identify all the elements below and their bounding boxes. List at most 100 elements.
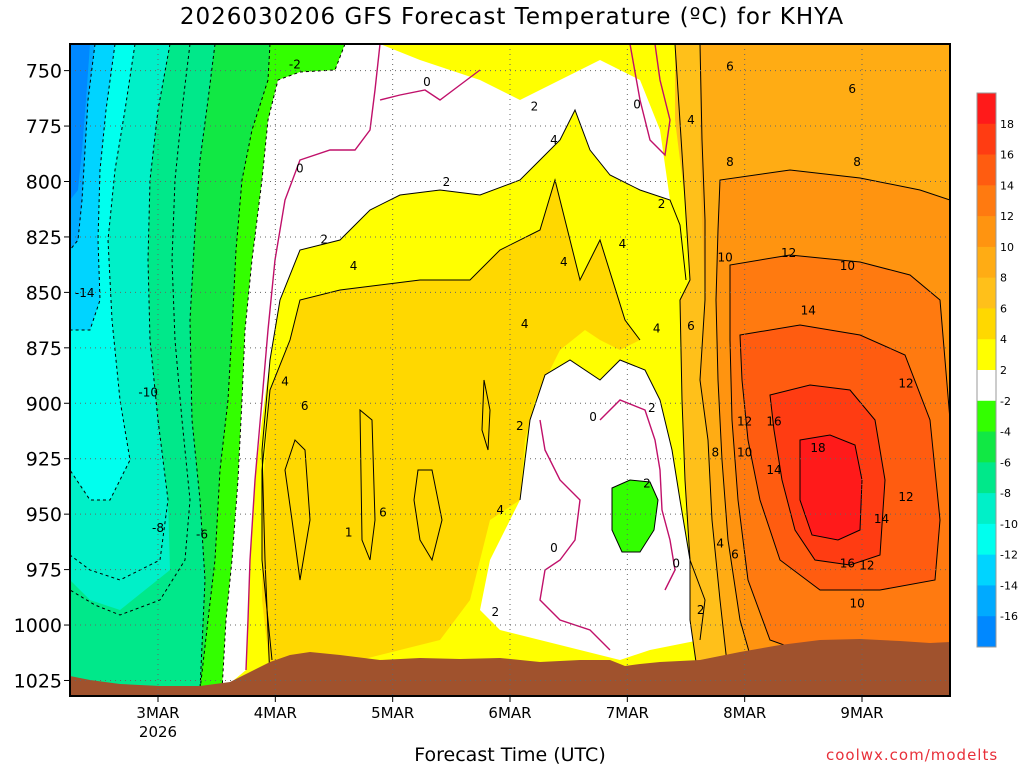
colorbar-label: 18	[1000, 118, 1014, 131]
contour-neg-10	[70, 44, 171, 581]
contour-label: 4	[687, 113, 695, 127]
contour-label: 10	[717, 250, 732, 264]
colorbar-label: -10	[1000, 518, 1018, 531]
contour-label: 6	[687, 319, 695, 333]
x-tick-label: 9MAR	[840, 704, 883, 722]
x-axis-label: Forecast Time (UTC)	[414, 744, 606, 766]
contour-label: 2	[643, 477, 651, 491]
contour-label: 16	[840, 556, 855, 570]
colorbar-label: -14	[1000, 579, 1018, 592]
colorbar-label: 12	[1000, 210, 1014, 223]
contour-label: 4	[496, 503, 504, 517]
colorbar-label: -2	[1000, 395, 1011, 408]
colorbar-label: -16	[1000, 610, 1018, 623]
y-tick-label: 925	[26, 449, 62, 471]
x-tick-label: 5MAR	[371, 704, 414, 722]
field-white-lower	[480, 360, 705, 660]
contour-label: 0	[589, 410, 597, 424]
contour-zero-pocket	[599, 399, 676, 591]
contour-label: 2	[658, 197, 666, 211]
contour-label: 2	[443, 175, 451, 189]
colorbar-swatch	[977, 523, 996, 556]
y-tick-label: 1025	[14, 670, 62, 692]
colorbar-swatch	[977, 246, 996, 279]
contour-label: 6	[301, 399, 309, 413]
y-tick-label: 750	[26, 61, 62, 83]
y-tick-label: 875	[26, 338, 62, 360]
contour-label: 2	[697, 603, 705, 617]
terrain	[70, 639, 950, 696]
contour-zero-lower	[539, 419, 611, 651]
contour-pos-6-mid2	[413, 469, 443, 562]
x-tick-sublabel: 2026	[139, 723, 177, 741]
contour-label: 4	[716, 536, 724, 550]
contour-label: 6	[726, 60, 734, 74]
colorbar-swatch	[977, 93, 996, 125]
contour-label: 10	[849, 596, 864, 610]
colorbar-label: 16	[1000, 149, 1014, 162]
contour-label: 2	[492, 605, 500, 619]
contour-neg-6	[189, 44, 216, 691]
contour-pos-6-mid	[359, 408, 376, 561]
contour-label: 2	[648, 401, 656, 415]
colorbar-swatch	[977, 462, 996, 494]
field-green-pocket	[612, 480, 658, 552]
contour-label: 14	[801, 304, 816, 318]
contour-label: 0	[633, 97, 641, 111]
contour-pos-16	[769, 384, 886, 566]
colorbar-swatch	[977, 616, 996, 648]
contour-label: 6	[379, 505, 387, 519]
contour-label: 12	[898, 377, 913, 391]
contour-label: 0	[672, 556, 680, 570]
contour-label: 4	[521, 317, 529, 331]
contour-label: 4	[281, 375, 289, 389]
y-tick-label: 775	[26, 116, 62, 138]
contour-label: 2	[320, 233, 328, 247]
colorbar-swatch	[977, 431, 996, 463]
y-tick-label: 950	[26, 504, 62, 526]
contour-pos-2-pocket	[611, 479, 659, 553]
contour-label: 18	[810, 441, 825, 455]
field-orange-4	[262, 180, 640, 670]
contour-label: 0	[423, 75, 431, 89]
colorbar-swatch	[977, 308, 996, 340]
contour-label: -8	[152, 521, 164, 535]
colorbar-label: -4	[1000, 426, 1011, 439]
x-tick-label: 7MAR	[606, 704, 649, 722]
contour-label: 16	[766, 414, 781, 428]
contour-zero-upper	[245, 44, 381, 671]
colorbar-label: 8	[1000, 272, 1007, 285]
contour-label: 12	[781, 246, 796, 260]
y-tick-label: 900	[26, 393, 62, 415]
contour-pos-18	[799, 434, 863, 541]
contour-pos-6-oval	[481, 379, 491, 451]
colorbar-swatch	[977, 400, 996, 432]
contour-label: 0	[550, 541, 558, 555]
contour-pos-6-left	[284, 439, 311, 581]
contour-pos-8	[699, 44, 731, 691]
colorbar-label: -6	[1000, 456, 1011, 469]
colorbar-label: -8	[1000, 487, 1011, 500]
contour-label: -6	[196, 528, 208, 542]
contour-label: 1	[345, 525, 353, 539]
colorbar-swatch	[977, 493, 996, 525]
y-tick-label: 850	[26, 282, 62, 304]
contour-label: 2	[516, 419, 524, 433]
colorbar-swatch	[977, 339, 996, 371]
contour-zero-right	[629, 44, 671, 157]
y-tick-label: 800	[26, 171, 62, 193]
colorbar-swatch	[977, 554, 996, 586]
colorbar-swatch	[977, 585, 996, 617]
field-white-upper	[222, 44, 670, 690]
colorbar-swatch	[977, 154, 996, 186]
colorbar-label: 6	[1000, 302, 1007, 315]
contour-label: 4	[350, 259, 358, 273]
contour-pos-14	[739, 324, 941, 591]
contour-label: 8	[712, 445, 720, 459]
contour-neg-16	[70, 44, 96, 251]
colorbar-swatch	[977, 370, 996, 402]
x-tick-label: 8MAR	[723, 704, 766, 722]
y-tick-label: 975	[26, 560, 62, 582]
